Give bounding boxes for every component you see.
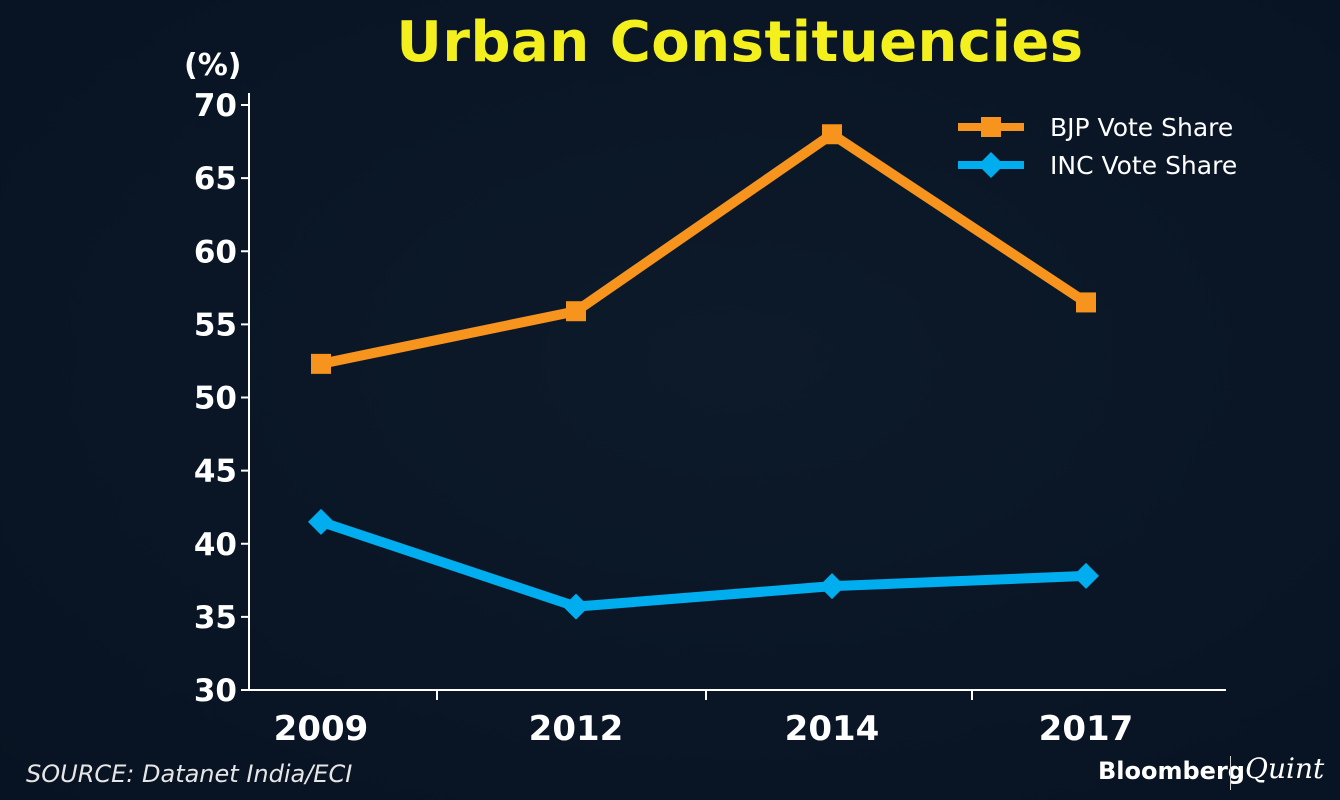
axes: 30 35 40 45 50 55 60 65 70 2009 2012 2014 2017: [194, 88, 1226, 749]
y-axis-unit-label: (%): [184, 48, 242, 83]
chart-title: Urban Constituencies: [396, 10, 1084, 75]
bjp-point: [566, 301, 586, 322]
bjp-point: [311, 353, 331, 374]
inc-legend-label: INC Vote Share: [1050, 151, 1237, 180]
inc-point: [819, 573, 845, 600]
bjp-legend-label: BJP Vote Share: [1050, 113, 1233, 142]
x-tick-label: 2014: [785, 709, 880, 749]
y-tick-label: 70: [194, 88, 237, 124]
source-note: SOURCE: Datanet India/ECI: [26, 760, 353, 788]
inc-point: [563, 593, 589, 620]
inc-point: [1073, 562, 1099, 589]
series-group: [308, 124, 1099, 620]
bjp-point: [1076, 292, 1096, 313]
y-tick-label: 55: [194, 307, 237, 343]
x-tick-label: 2009: [274, 709, 369, 749]
y-tick-label: 35: [194, 600, 237, 636]
inc-line: [316, 516, 1091, 612]
y-tick-label: 30: [194, 673, 237, 709]
bjp-legend-marker: [981, 117, 1001, 137]
y-tick-label: 45: [194, 454, 237, 490]
y-tick-label: 50: [194, 381, 237, 417]
inc-point: [308, 508, 334, 535]
inc-series: [308, 508, 1099, 620]
legend: BJP Vote Share INC Vote Share: [958, 113, 1237, 180]
x-tick-label: 2012: [529, 709, 624, 749]
x-tick-label: 2017: [1039, 709, 1134, 749]
y-tick-label: 40: [194, 527, 237, 563]
y-tick-label: 60: [194, 234, 237, 270]
brand-divider: [1230, 756, 1231, 790]
bjp-series: [311, 124, 1096, 374]
inc-legend-marker: [978, 152, 1004, 178]
y-tick-label: 65: [194, 161, 237, 197]
bjp-line: [316, 129, 1091, 369]
brand-logo-secondary: Quint: [1245, 752, 1325, 785]
brand-logo: Bloomberg: [1098, 757, 1245, 785]
bjp-point: [822, 124, 842, 145]
